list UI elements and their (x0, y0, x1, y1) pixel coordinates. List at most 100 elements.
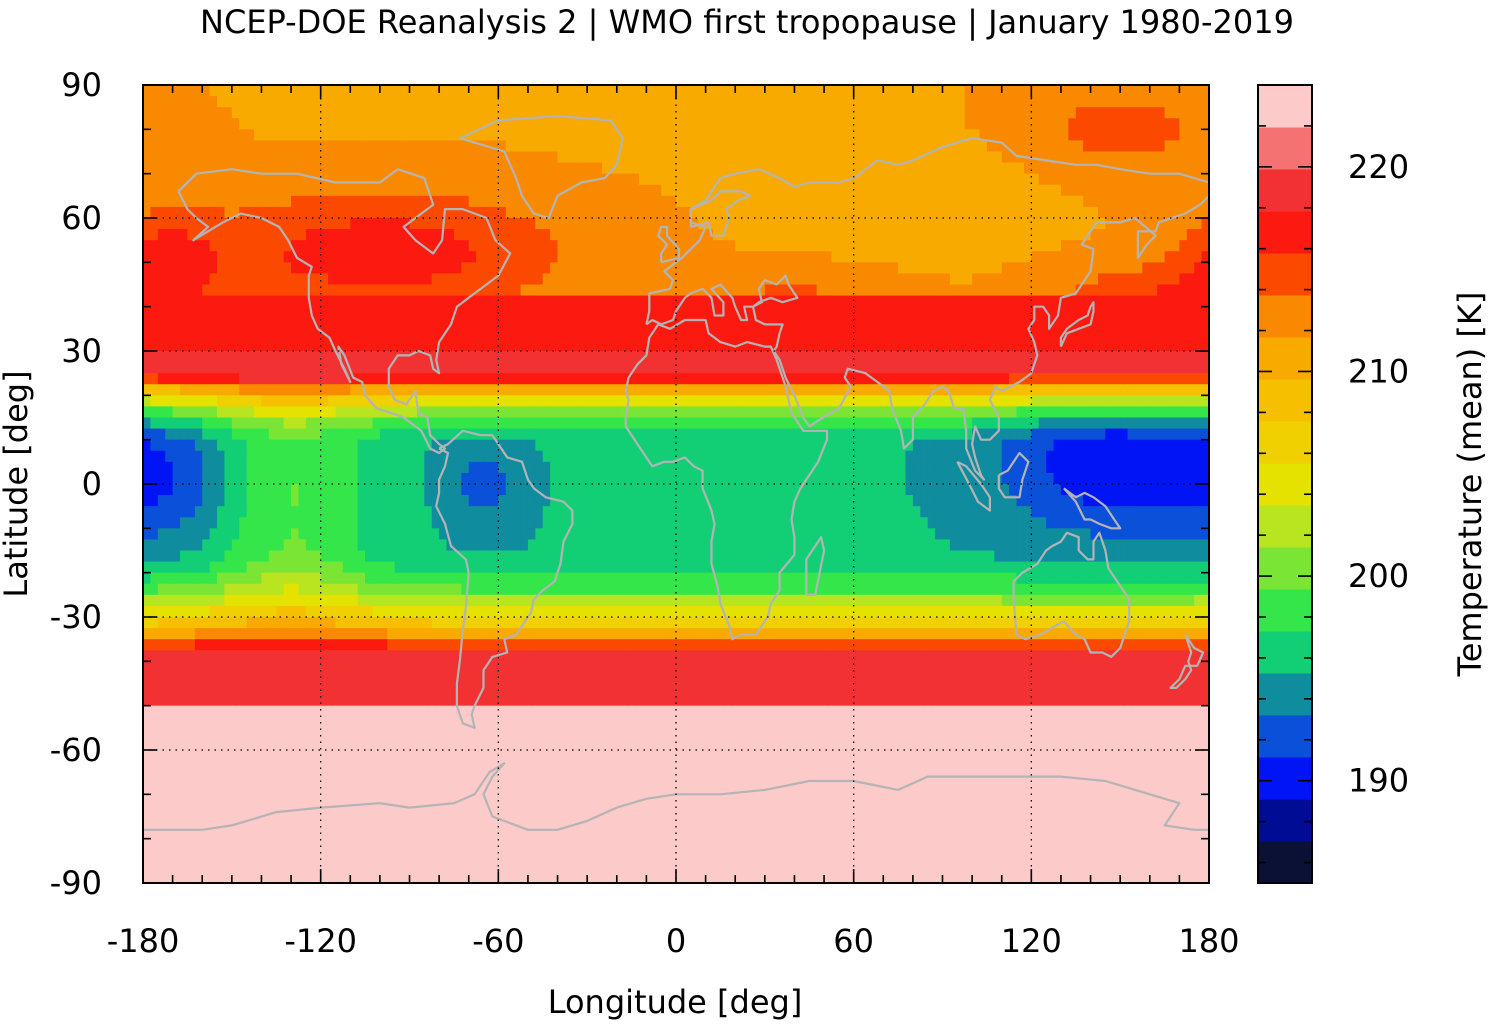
heatmap-cell (779, 240, 788, 252)
heatmap-cell (905, 428, 914, 441)
heatmap-cell (579, 439, 588, 452)
heatmap-cell (365, 461, 374, 474)
heatmap-cell (143, 184, 151, 197)
heatmap-cell (490, 184, 499, 197)
heatmap-cell (202, 417, 211, 430)
heatmap-cell (542, 417, 551, 430)
heatmap-cell (1105, 240, 1114, 252)
heatmap-cell (291, 251, 300, 263)
heatmap-cell (875, 306, 884, 319)
heatmap-cell (905, 240, 914, 252)
heatmap-cell (365, 317, 374, 330)
heatmap-cell (143, 162, 151, 175)
heatmap-cell (416, 218, 425, 230)
heatmap-cell (905, 195, 914, 208)
heatmap-cell (254, 240, 263, 252)
heatmap-cell (261, 339, 270, 352)
heatmap-cell (476, 339, 485, 352)
heatmap-cell (1105, 162, 1114, 175)
heatmap-cell (1023, 173, 1032, 186)
heatmap-cell (698, 251, 707, 263)
heatmap-cell (180, 229, 189, 241)
heatmap-cell (898, 140, 907, 153)
heatmap-cell (217, 328, 226, 341)
heatmap-cell (764, 85, 773, 97)
heatmap-cell (409, 173, 418, 186)
heatmap-cell (1031, 240, 1040, 252)
heatmap-cell (779, 450, 788, 463)
heatmap-cell (949, 173, 958, 186)
heatmap-cell (787, 450, 796, 463)
heatmap-cell (616, 195, 625, 208)
heatmap-cell (150, 173, 159, 186)
heatmap-cell (505, 395, 514, 408)
heatmap-cell (757, 140, 766, 153)
heatmap-cell (720, 428, 729, 441)
heatmap-cell (912, 295, 921, 308)
heatmap-cell (357, 251, 366, 263)
heatmap-cell (157, 184, 166, 197)
heatmap-cell (1186, 162, 1195, 175)
heatmap-cell (705, 373, 714, 385)
heatmap-cell (1164, 339, 1173, 352)
heatmap-cell (239, 395, 248, 408)
heatmap-cell (616, 295, 625, 308)
heatmap-cell (1194, 262, 1203, 275)
heatmap-cell (824, 195, 833, 208)
heatmap-cell (735, 461, 744, 474)
heatmap-cell (350, 251, 359, 263)
heatmap-cell (587, 107, 596, 119)
heatmap-cell (231, 85, 240, 97)
heatmap-cell (898, 395, 907, 408)
heatmap-cell (742, 328, 751, 341)
heatmap-cell (905, 251, 914, 263)
heatmap-cell (942, 206, 951, 219)
heatmap-cell (254, 362, 263, 374)
heatmap-cell (609, 262, 618, 275)
heatmap-cell (165, 162, 174, 175)
heatmap-cell (949, 218, 958, 230)
heatmap-cell (446, 428, 455, 441)
heatmap-cell (905, 306, 914, 319)
heatmap-cell (646, 439, 655, 452)
heatmap-cell (735, 129, 744, 142)
heatmap-cell (890, 273, 899, 286)
heatmap-cell (520, 384, 529, 396)
heatmap-cell (1157, 339, 1166, 352)
heatmap-cell (335, 439, 344, 452)
heatmap-cell (1186, 240, 1195, 252)
heatmap-cell (1105, 218, 1114, 230)
heatmap-cell (1157, 151, 1166, 164)
heatmap-cell (898, 151, 907, 164)
heatmap-cell (527, 262, 536, 275)
heatmap-cell (535, 351, 544, 363)
heatmap-cell (816, 107, 825, 119)
heatmap-cell (1053, 362, 1062, 374)
heatmap-cell (1164, 306, 1173, 319)
heatmap-cell (1105, 229, 1114, 241)
heatmap-cell (209, 395, 218, 408)
heatmap-cell (268, 295, 277, 308)
heatmap-cell (661, 206, 670, 219)
heatmap-cell (1038, 351, 1047, 363)
heatmap-cell (772, 162, 781, 175)
heatmap-cell (661, 417, 670, 430)
heatmap-cell (809, 107, 818, 119)
heatmap-cell (409, 317, 418, 330)
heatmap-cell (831, 118, 840, 130)
heatmap-cell (831, 151, 840, 164)
heatmap-cell (416, 85, 425, 97)
heatmap-cell (194, 439, 203, 452)
heatmap-cell (313, 439, 322, 452)
heatmap-cell (809, 162, 818, 175)
heatmap-cell (801, 118, 810, 130)
heatmap-cell (1120, 428, 1129, 441)
heatmap-cell (957, 218, 966, 230)
heatmap-cell (194, 195, 203, 208)
heatmap-cell (439, 107, 448, 119)
heatmap-cell (1112, 373, 1121, 385)
heatmap-cell (912, 373, 921, 385)
heatmap-cell (824, 395, 833, 408)
heatmap-cell (542, 206, 551, 219)
heatmap-cell (883, 428, 892, 441)
